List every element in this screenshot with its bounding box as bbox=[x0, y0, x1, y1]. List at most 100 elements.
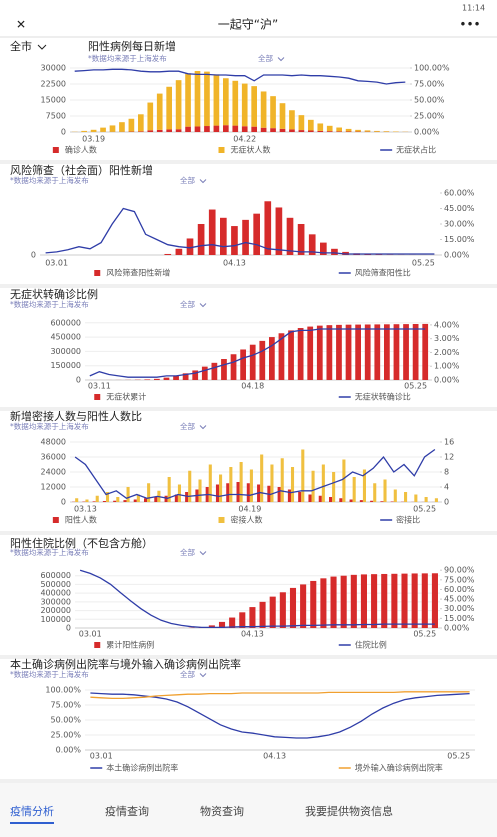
y-tick-label: 0 bbox=[61, 128, 66, 137]
bar bbox=[240, 349, 246, 380]
bar bbox=[373, 483, 377, 502]
y-tick-label: 24000 bbox=[41, 468, 66, 477]
bar bbox=[401, 573, 408, 628]
section-divider bbox=[0, 160, 497, 164]
y2-tick-label: 30.00% bbox=[444, 604, 475, 613]
bar bbox=[128, 118, 135, 132]
bar bbox=[95, 495, 99, 502]
region-selector[interactable]: 全市 bbox=[10, 39, 32, 53]
bar bbox=[144, 379, 151, 380]
bar bbox=[330, 576, 337, 628]
filter-selector[interactable]: 全部 bbox=[180, 421, 195, 431]
y-tick-label: 25.00% bbox=[50, 731, 81, 740]
bar bbox=[219, 474, 223, 502]
bar bbox=[163, 377, 170, 380]
bar bbox=[249, 344, 256, 380]
bar bbox=[391, 573, 398, 628]
tab[interactable]: 疫情查询 bbox=[105, 804, 149, 818]
tab[interactable]: 我要提供物资信息 bbox=[305, 804, 393, 818]
legend-marker bbox=[218, 147, 225, 153]
bar bbox=[311, 470, 315, 502]
bar bbox=[298, 130, 305, 132]
bar bbox=[204, 71, 210, 127]
x-tick-label: 04.13 bbox=[263, 752, 286, 761]
bar bbox=[364, 324, 371, 380]
y2-tick-label: 25.00% bbox=[414, 112, 445, 121]
chart-title: 新增密接人数与阳性人数比 bbox=[10, 409, 142, 423]
more-button[interactable]: ••• bbox=[459, 18, 480, 32]
tab[interactable]: 物资查询 bbox=[200, 804, 244, 818]
bar bbox=[288, 330, 294, 380]
bar bbox=[289, 110, 295, 130]
filter-selector[interactable]: 全部 bbox=[180, 175, 195, 185]
y2-tick-label: 50.00% bbox=[414, 96, 445, 105]
bar bbox=[241, 83, 248, 127]
bar bbox=[289, 587, 297, 628]
bar bbox=[342, 459, 346, 502]
y2-tick-label: 15.00% bbox=[444, 614, 475, 623]
bar bbox=[230, 354, 237, 380]
bar bbox=[188, 470, 192, 502]
dropdown-arrow bbox=[199, 303, 207, 308]
bar bbox=[301, 449, 305, 502]
bar bbox=[194, 126, 201, 132]
bar bbox=[147, 483, 151, 502]
legend-label: 阳性人数 bbox=[65, 515, 97, 525]
y-tick-label: 400000 bbox=[40, 589, 71, 598]
bar bbox=[345, 128, 352, 132]
bar bbox=[156, 129, 163, 132]
y-tick-label: 50.00% bbox=[50, 716, 81, 725]
y2-tick-label: 0 bbox=[444, 498, 449, 507]
legend-label: 风险筛查阳性比 bbox=[355, 268, 411, 278]
bar bbox=[211, 362, 218, 380]
tab-bar bbox=[0, 780, 497, 837]
bar bbox=[253, 213, 260, 255]
bar bbox=[308, 119, 314, 131]
bar bbox=[175, 129, 182, 132]
dropdown-arrow bbox=[199, 425, 207, 430]
bar bbox=[260, 91, 267, 128]
bar bbox=[259, 340, 266, 380]
bar bbox=[317, 123, 324, 131]
bar bbox=[116, 497, 120, 502]
legend-marker bbox=[94, 642, 101, 648]
line bbox=[79, 569, 435, 629]
bar bbox=[317, 130, 324, 132]
filter-selector[interactable]: 全部 bbox=[180, 299, 195, 309]
bar bbox=[308, 234, 316, 255]
bar bbox=[259, 601, 266, 628]
bar bbox=[329, 497, 333, 502]
bar bbox=[85, 499, 89, 502]
bar bbox=[204, 126, 210, 132]
section-divider bbox=[0, 531, 497, 535]
bar bbox=[123, 500, 127, 502]
bar bbox=[277, 487, 281, 502]
y2-tick-label: 2.00% bbox=[434, 348, 460, 357]
bar bbox=[138, 131, 144, 132]
bar bbox=[352, 477, 356, 502]
filter-selector[interactable]: 全部 bbox=[180, 669, 195, 679]
bar bbox=[197, 224, 205, 255]
bar bbox=[349, 499, 353, 502]
bar bbox=[422, 323, 429, 380]
bar bbox=[147, 130, 154, 132]
y-tick-label: 7500 bbox=[46, 112, 66, 121]
tab[interactable]: 疫情分析 bbox=[10, 804, 54, 818]
x-tick-label: 05.25 bbox=[404, 382, 427, 391]
y-tick-label: 200000 bbox=[40, 606, 71, 615]
filter-selector[interactable]: 全部 bbox=[180, 547, 195, 557]
y-tick-label: 450000 bbox=[50, 333, 81, 342]
bar bbox=[156, 93, 163, 130]
close-button[interactable]: ✕ bbox=[16, 18, 26, 32]
filter-selector[interactable]: 全部 bbox=[258, 53, 273, 63]
bar bbox=[289, 129, 295, 132]
bar bbox=[336, 131, 342, 132]
bar bbox=[383, 479, 387, 502]
y2-tick-label: 15.00% bbox=[444, 235, 475, 244]
y2-tick-label: 60.00% bbox=[444, 585, 475, 594]
bar bbox=[270, 96, 276, 129]
bar bbox=[229, 617, 236, 628]
legend-label: 密接人数 bbox=[231, 515, 263, 525]
bar bbox=[100, 127, 106, 132]
y-tick-label: 75.00% bbox=[50, 701, 81, 710]
